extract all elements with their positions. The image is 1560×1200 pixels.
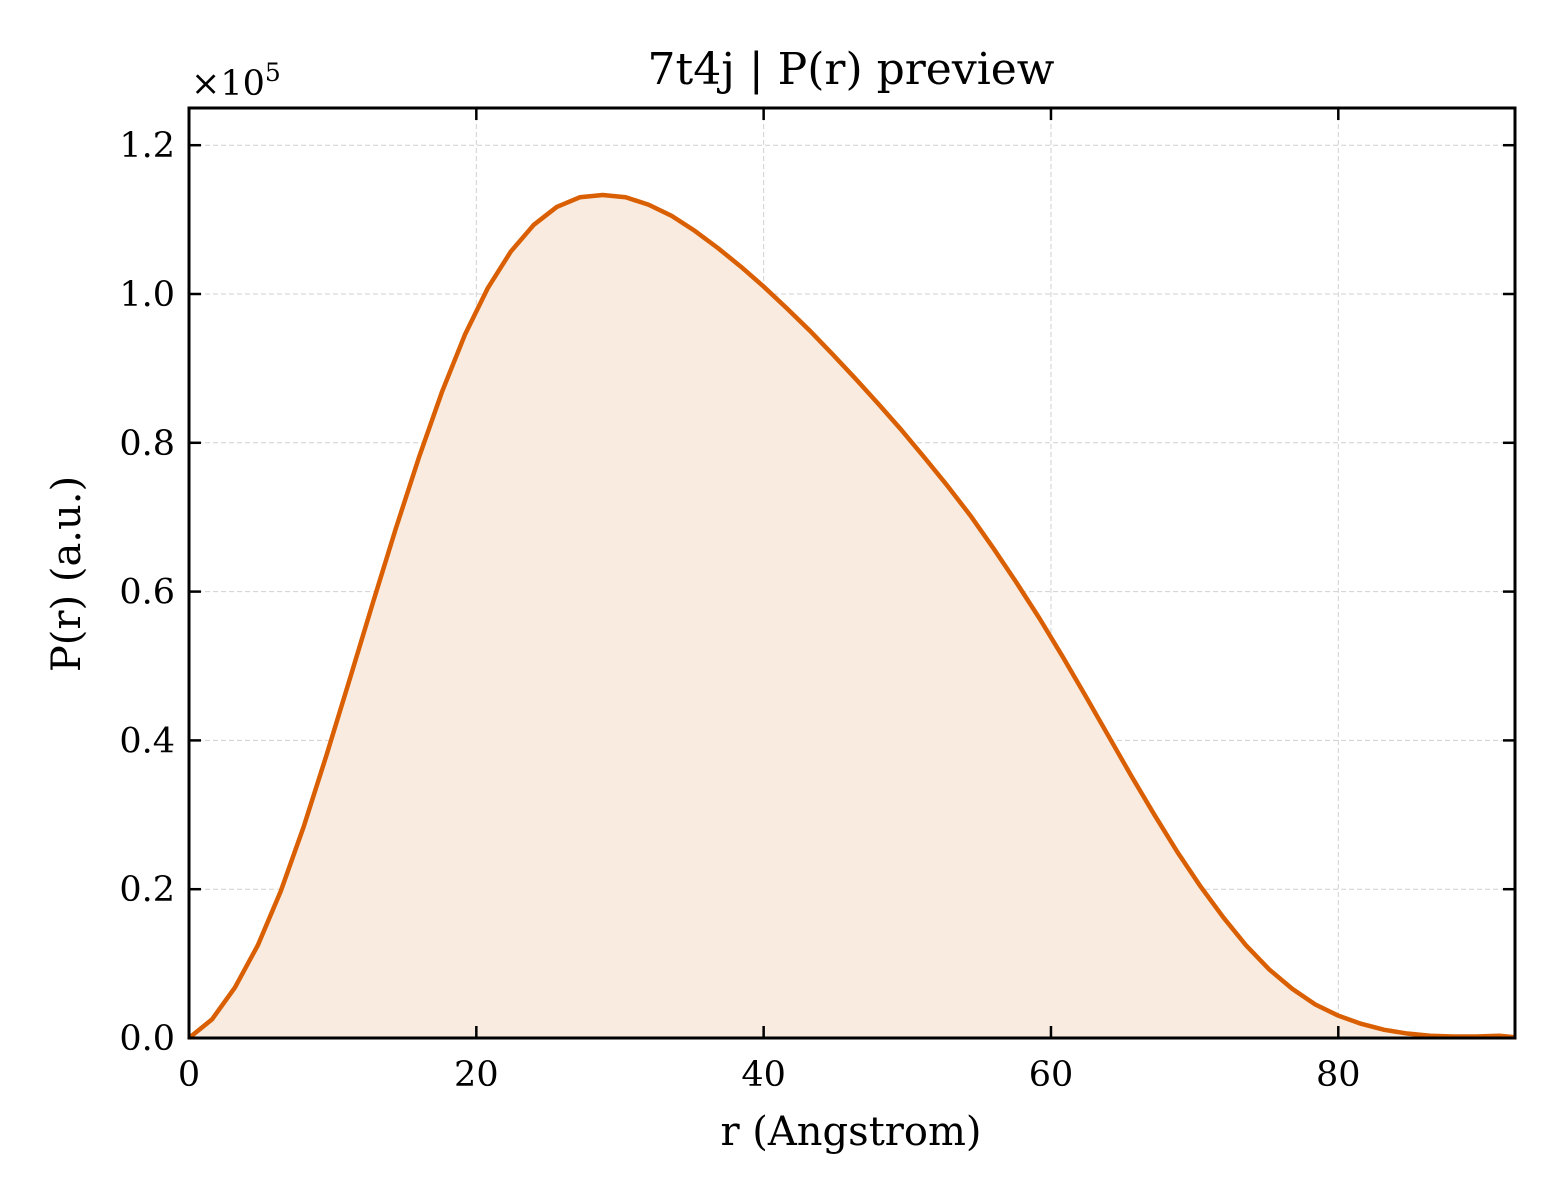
x-tick-labels: 0 20 40 60 80 [178,1055,1361,1095]
y-axis-scale-label: ×105 [191,58,281,104]
area-fill [189,195,1515,1039]
x-tick-label: 80 [1316,1055,1361,1095]
y-axis-scale-multiplier: ×10 [191,64,265,104]
y-tick-label: 0.8 [119,424,175,464]
x-tick-label: 60 [1029,1055,1074,1095]
y-tick-label: 1.0 [119,275,175,315]
plot-frame [187,106,1517,1040]
x-axis-label: r (Angstrom) [720,1109,981,1155]
ticks [187,108,1515,1040]
y-tick-label: 0.4 [119,721,175,761]
x-tick-label: 20 [454,1055,499,1095]
y-tick-label: 1.2 [119,126,175,166]
y-tick-label: 0.2 [119,870,175,910]
y-axis-scale-exponent: 5 [265,58,281,87]
y-axis-label: P(r) (a.u.) [44,476,90,672]
y-tick-label: 0.0 [119,1019,175,1059]
chart-title: 7t4j | P(r) preview [648,44,1055,95]
y-tick-labels: 0.0 0.2 0.4 0.6 0.8 1.0 1.2 [119,126,175,1059]
y-tick-label: 0.6 [119,573,175,613]
series-line [187,192,1516,1040]
x-tick-label: 40 [741,1055,786,1095]
x-tick-label: 0 [178,1055,200,1095]
